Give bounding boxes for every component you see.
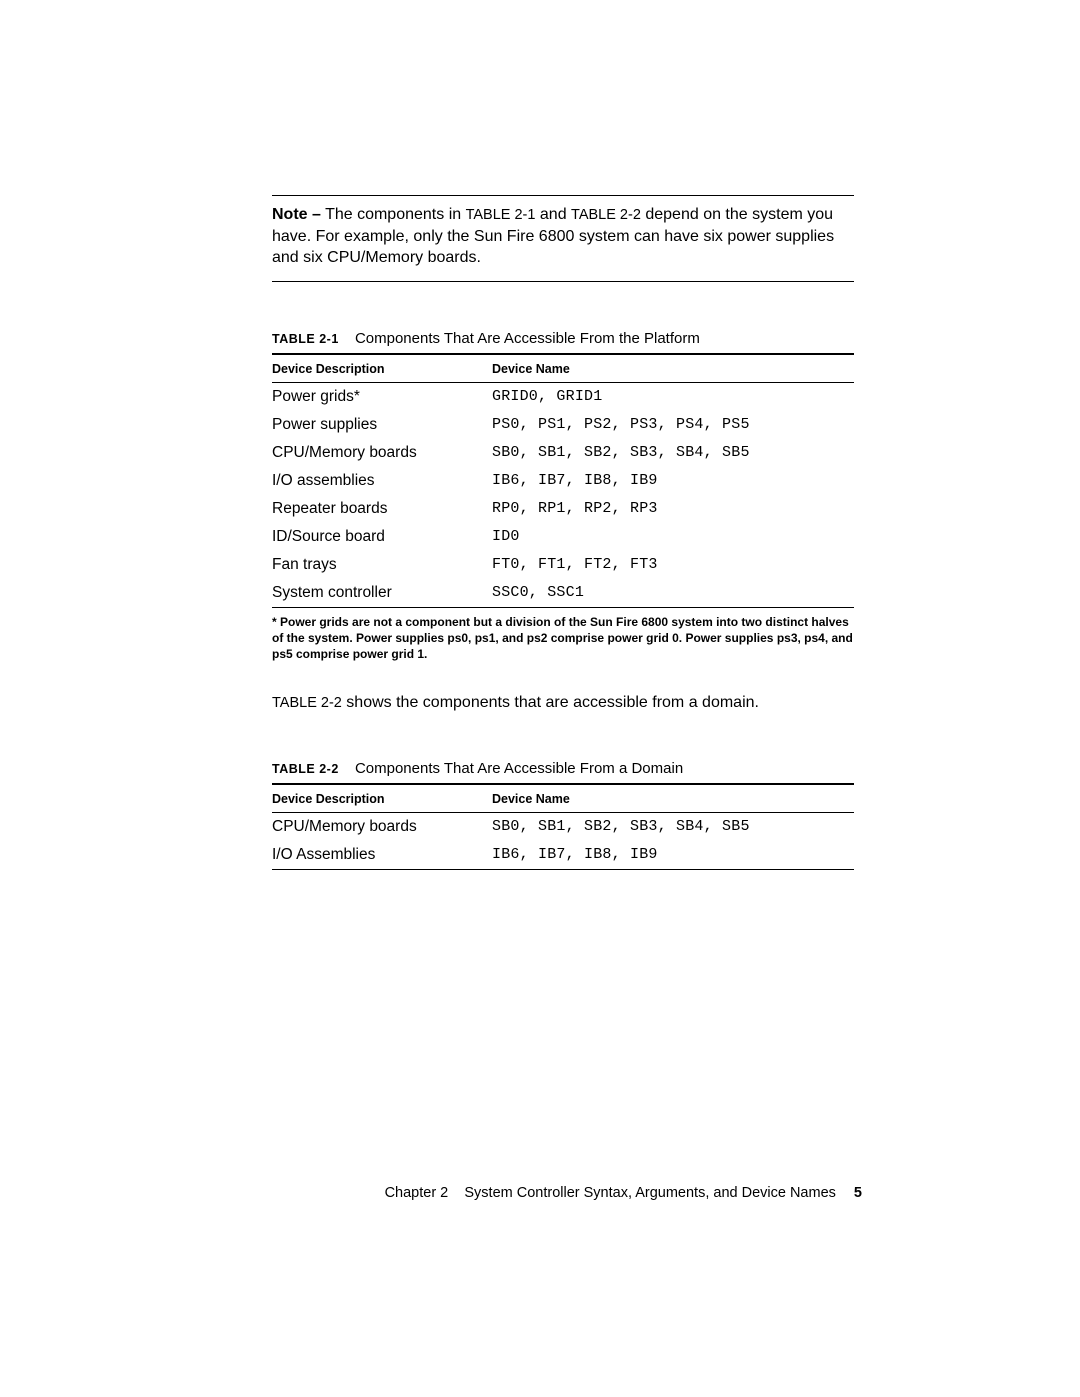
note-ref-2: TABLE 2-2	[571, 207, 641, 223]
footer-sep	[452, 1185, 460, 1201]
footer-title: System Controller Syntax, Arguments, and…	[464, 1185, 836, 1201]
table-row: System controllerSSC0, SSC1	[272, 579, 854, 608]
table2-name: SB0, SB1, SB2, SB3, SB4, SB5	[492, 813, 854, 842]
between-text: shows the components that are accessible…	[342, 694, 759, 711]
table1-name: ID0	[492, 523, 854, 551]
table1-name: SB0, SB1, SB2, SB3, SB4, SB5	[492, 439, 854, 467]
table1-label: TABLE 2-1	[272, 332, 339, 346]
note-label: Note –	[272, 206, 321, 223]
table-row: I/O AssembliesIB6, IB7, IB8, IB9	[272, 841, 854, 870]
table-row: ID/Source boardID0	[272, 523, 854, 551]
table1-caption: TABLE 2-1 Components That Are Accessible…	[272, 330, 854, 347]
table1-desc: CPU/Memory boards	[272, 439, 492, 467]
table2-desc: CPU/Memory boards	[272, 813, 492, 842]
table1-name: PS0, PS1, PS2, PS3, PS4, PS5	[492, 411, 854, 439]
table1-name: RP0, RP1, RP2, RP3	[492, 495, 854, 523]
note-text-1a: The components in	[321, 206, 466, 223]
table2-title: Components That Are Accessible From a Do…	[355, 760, 683, 777]
table-row: CPU/Memory boardsSB0, SB1, SB2, SB3, SB4…	[272, 813, 854, 842]
note-ref-1: TABLE 2-1	[466, 207, 536, 223]
table2-caption: TABLE 2-2 Components That Are Accessible…	[272, 760, 854, 777]
footer-page-number: 5	[854, 1185, 862, 1201]
between-paragraph: TABLE 2-2 shows the components that are …	[272, 694, 854, 712]
table2-label: TABLE 2-2	[272, 762, 339, 776]
footer-inner: Chapter 2 System Controller Syntax, Argu…	[385, 1185, 862, 1201]
table1-name: GRID0, GRID1	[492, 382, 854, 411]
table1-desc: I/O assemblies	[272, 467, 492, 495]
table2-header-desc: Device Description	[272, 784, 492, 813]
note-box: Note – The components in TABLE 2-1 and T…	[272, 195, 854, 282]
table2-desc: I/O Assemblies	[272, 841, 492, 870]
between-ref: TABLE 2-2	[272, 695, 342, 711]
table1-desc: Power supplies	[272, 411, 492, 439]
note-text-2: For example, only the Sun Fire 6800 syst…	[272, 228, 834, 267]
table1-title: Components That Are Accessible From the …	[355, 330, 700, 347]
table1-header-desc: Device Description	[272, 354, 492, 383]
note-text-1b: and	[535, 206, 571, 223]
table-row: Fan traysFT0, FT1, FT2, FT3	[272, 551, 854, 579]
table2-header-name: Device Name	[492, 784, 854, 813]
table1: Device Description Device Name Power gri…	[272, 353, 854, 608]
table-row: I/O assembliesIB6, IB7, IB8, IB9	[272, 467, 854, 495]
table2-name: IB6, IB7, IB8, IB9	[492, 841, 854, 870]
table1-desc: ID/Source board	[272, 523, 492, 551]
table-row: Power suppliesPS0, PS1, PS2, PS3, PS4, P…	[272, 411, 854, 439]
table1-name: IB6, IB7, IB8, IB9	[492, 467, 854, 495]
table1-header-name: Device Name	[492, 354, 854, 383]
page-content: Note – The components in TABLE 2-1 and T…	[272, 195, 854, 870]
table1-desc: System controller	[272, 579, 492, 608]
table1-desc: Repeater boards	[272, 495, 492, 523]
footer-chapter: Chapter 2	[385, 1185, 449, 1201]
table-row: Power grids*GRID0, GRID1	[272, 382, 854, 411]
table1-footnote: * Power grids are not a component but a …	[272, 614, 854, 663]
table-row: CPU/Memory boardsSB0, SB1, SB2, SB3, SB4…	[272, 439, 854, 467]
table1-desc: Power grids*	[272, 382, 492, 411]
table2: Device Description Device Name CPU/Memor…	[272, 783, 854, 870]
table-row: Repeater boardsRP0, RP1, RP2, RP3	[272, 495, 854, 523]
table1-name: FT0, FT1, FT2, FT3	[492, 551, 854, 579]
table1-name: SSC0, SSC1	[492, 579, 854, 608]
table2-header-row: Device Description Device Name	[272, 784, 854, 813]
table1-header-row: Device Description Device Name	[272, 354, 854, 383]
table1-desc: Fan trays	[272, 551, 492, 579]
